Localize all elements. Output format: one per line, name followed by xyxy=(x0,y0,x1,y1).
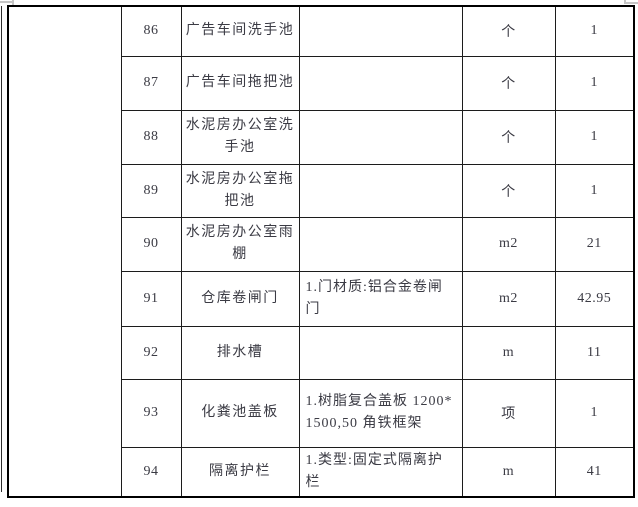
cell-item-unit: m2 xyxy=(461,270,556,327)
top-right-scan-artifact xyxy=(624,0,626,4)
table-row: 88 水泥房办公室洗手池 个 1 xyxy=(8,109,635,165)
bill-of-quantities-table: 86 广告车间洗手池 个 1 87 广告车间拖把池 个 1 88 水泥房办公室洗… xyxy=(7,5,635,498)
cell-item-name: 水泥房办公室洗手池 xyxy=(180,109,300,165)
cell-item-unit: 个 xyxy=(461,109,556,165)
cell-item-name: 水泥房办公室拖把池 xyxy=(180,163,300,218)
cell-item-unit: m xyxy=(461,446,556,497)
cell-item-qty: 1 xyxy=(554,163,635,218)
cell-item-name: 隔离护栏 xyxy=(180,446,300,497)
table-row: 94 隔离护栏 1.类型:固定式隔离护栏 m 41 xyxy=(8,446,635,497)
top-right-scan-artifact xyxy=(624,2,638,4)
cell-item-unit: m2 xyxy=(461,216,556,272)
cell-item-unit: 个 xyxy=(461,5,556,57)
cell-item-spec: 1.类型:固定式隔离护栏 xyxy=(298,446,463,497)
cell-item-spec xyxy=(298,163,463,218)
cell-item-unit: 个 xyxy=(461,163,556,218)
table-row: 89 水泥房办公室拖把池 个 1 xyxy=(8,163,635,218)
cell-item-qty: 41 xyxy=(554,446,635,497)
top-left-scan-artifact xyxy=(12,0,14,7)
page-edge-line xyxy=(1,6,2,492)
top-left-scan-artifact xyxy=(0,1,13,3)
cell-left-empty xyxy=(7,5,122,497)
cell-item-name: 仓库卷闸门 xyxy=(180,270,300,327)
cell-item-qty: 1 xyxy=(554,378,635,448)
cell-item-name: 广告车间洗手池 xyxy=(180,5,300,57)
cell-item-no: 86 xyxy=(120,5,182,57)
cell-item-no: 87 xyxy=(120,55,182,111)
cell-item-no: 92 xyxy=(120,325,182,380)
cell-item-no: 91 xyxy=(120,270,182,327)
cell-item-qty: 42.95 xyxy=(554,270,635,327)
cell-item-spec xyxy=(298,5,463,57)
cell-item-qty: 11 xyxy=(554,325,635,380)
cell-item-unit: 项 xyxy=(461,378,556,448)
cell-item-no: 89 xyxy=(120,163,182,218)
cell-item-name: 排水槽 xyxy=(180,325,300,380)
cell-item-name: 化粪池盖板 xyxy=(180,378,300,448)
table-row: 93 化粪池盖板 1.树脂复合盖板 1200*1500,50 角铁框架 项 1 xyxy=(8,378,635,448)
cell-item-name: 水泥房办公室雨棚 xyxy=(180,216,300,272)
cell-item-spec xyxy=(298,216,463,272)
cell-item-name: 广告车间拖把池 xyxy=(180,55,300,111)
cell-item-qty: 1 xyxy=(554,5,635,57)
table-row: 90 水泥房办公室雨棚 m2 21 xyxy=(8,216,635,272)
cell-item-spec: 1.门材质:铝合金卷闸门 xyxy=(298,270,463,327)
cell-item-spec xyxy=(298,325,463,380)
cell-item-qty: 1 xyxy=(554,109,635,165)
cell-item-no: 94 xyxy=(120,446,182,497)
table-row: 92 排水槽 m 11 xyxy=(8,325,635,380)
cell-item-unit: 个 xyxy=(461,55,556,111)
cell-item-spec xyxy=(298,109,463,165)
cell-item-spec: 1.树脂复合盖板 1200*1500,50 角铁框架 xyxy=(298,378,463,448)
cell-item-no: 88 xyxy=(120,109,182,165)
table-row: 91 仓库卷闸门 1.门材质:铝合金卷闸门 m2 42.95 xyxy=(8,270,635,327)
cell-item-spec xyxy=(298,55,463,111)
cell-item-no: 90 xyxy=(120,216,182,272)
cell-item-qty: 1 xyxy=(554,55,635,111)
cell-item-unit: m xyxy=(461,325,556,380)
table-row: 86 广告车间洗手池 个 1 xyxy=(7,5,635,497)
cell-item-no: 93 xyxy=(120,378,182,448)
cell-item-qty: 21 xyxy=(554,216,635,272)
